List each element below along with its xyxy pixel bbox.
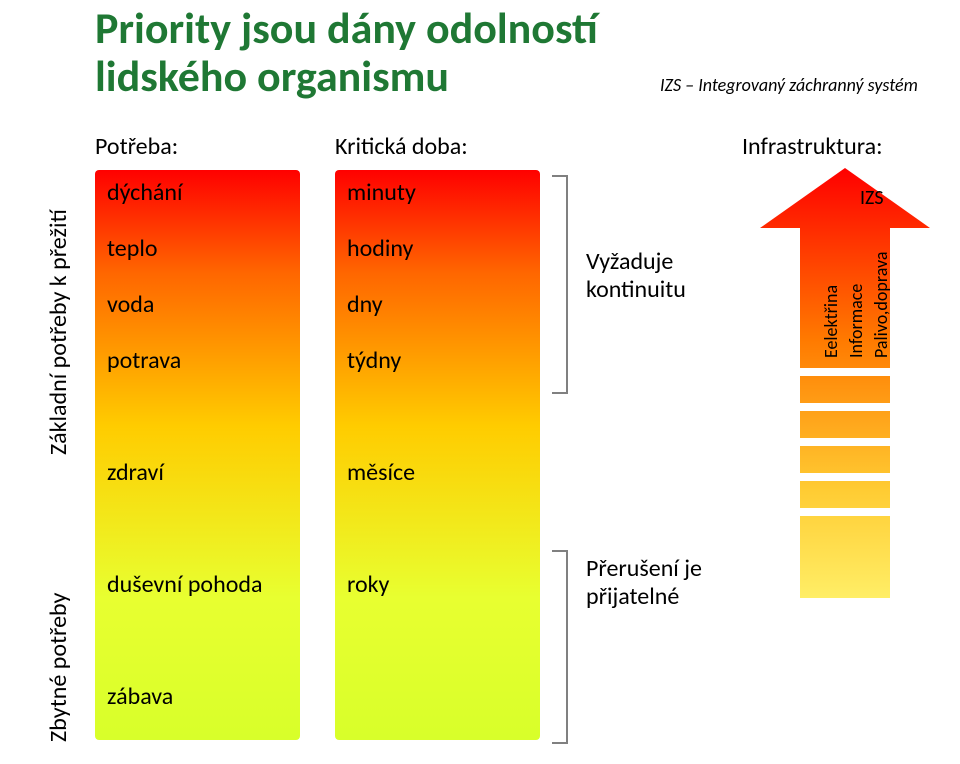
arrow-izs-label: IZS <box>860 186 884 210</box>
arrow-svg <box>760 168 930 598</box>
bar-row: roky <box>341 570 389 599</box>
title-line-1: Priority jsou dány odolností <box>95 4 598 52</box>
bar-row: měsíce <box>341 458 415 487</box>
note-int-2: přijatelné <box>586 583 702 611</box>
side-label-basic-text: Základní potřeby k přežití <box>44 209 73 455</box>
bar-row: dýchání <box>101 178 183 207</box>
header-infrastructure: Infrastruktura: <box>742 132 883 161</box>
note-req-2: kontinuitu <box>586 276 686 304</box>
bar-row: minuty <box>341 178 416 207</box>
page-title: Priority jsou dány odolností lidského or… <box>95 4 598 101</box>
bar-row: teplo <box>101 234 158 263</box>
title-line-2: lidského organismu <box>95 52 598 100</box>
izs-subtitle: IZS – Integrovaný záchranný systém <box>660 74 918 96</box>
izs-subtitle-text: IZS – Integrovaný záchranný systém <box>660 74 918 96</box>
note-requires-continuity: Vyžaduje kontinuitu <box>586 248 686 303</box>
bar-row: týdny <box>341 346 401 375</box>
critical-bar: minuty hodiny dny týdny měsíce roky <box>335 170 540 740</box>
header-need: Potřeba: <box>95 132 178 161</box>
bar-row: zábava <box>101 682 173 711</box>
bracket-lower <box>552 550 568 744</box>
bar-row: voda <box>101 290 154 319</box>
note-interrupt-ok: Přerušení je přijatelné <box>586 555 702 610</box>
bar-row: zdraví <box>101 458 164 487</box>
need-bar: dýchání teplo voda potrava zdraví duševní poh… <box>95 170 300 740</box>
bar-row: duševní pohoda <box>101 570 262 599</box>
arrow-label-information: Informace <box>845 284 867 358</box>
bar-row: hodiny <box>341 234 413 263</box>
infrastructure-arrow: IZS Eelektřina Informace Palivo,doprava <box>760 168 930 598</box>
bar-row: potrava <box>101 346 181 375</box>
arrow-label-electricity: Eelektřina <box>820 285 842 358</box>
note-req-1: Vyžaduje <box>586 248 686 276</box>
side-label-other-text: Zbytné potřeby <box>44 593 73 742</box>
note-int-1: Přerušení je <box>586 555 702 583</box>
bar-row: dny <box>341 290 383 319</box>
header-critical: Kritická doba: <box>335 132 468 161</box>
side-label-other: Zbytné potřeby <box>44 593 73 742</box>
bracket-upper <box>552 175 568 394</box>
arrow-label-fuel-transport: Palivo,doprava <box>870 251 892 358</box>
side-label-basic: Základní potřeby k přežití <box>44 209 73 455</box>
